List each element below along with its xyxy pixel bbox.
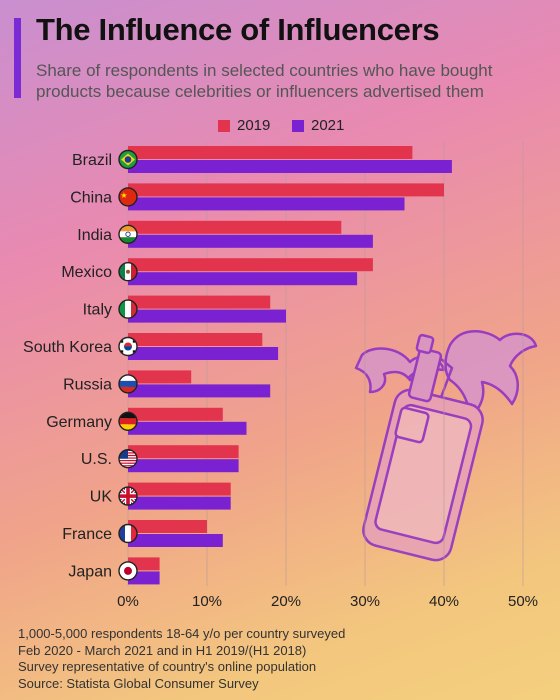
category-label: India: [77, 227, 112, 244]
bar-2021: [128, 272, 358, 286]
phone-screen: [374, 403, 473, 545]
category-label: U.S.: [81, 451, 112, 468]
bar-2019: [128, 295, 271, 309]
bar-2021: [128, 197, 405, 211]
phone-palm-illustration: [354, 330, 538, 562]
us-flag-icon: [118, 449, 138, 469]
mexico-flag-icon: [118, 262, 138, 282]
page-subtitle: Share of respondents in selected countri…: [36, 61, 493, 101]
legend-swatch-2019: [218, 119, 230, 132]
india-flag-icon: [118, 224, 138, 245]
uk-flag-icon: [118, 486, 138, 506]
x-tick-label: 30%: [350, 593, 380, 610]
bar-2019: [128, 445, 239, 459]
x-tick-label: 40%: [429, 593, 459, 610]
category-label: Japan: [68, 563, 112, 580]
product-bottle: [407, 347, 443, 403]
footnote: 1,000-5,000 respondents 18-64 y/o per co…: [18, 626, 538, 692]
footnote-line: 1,000-5,000 respondents 18-64 y/o per co…: [18, 626, 346, 641]
legend-item-2021: 2021: [292, 117, 344, 134]
bar-2021: [128, 309, 286, 323]
bar-2021: [128, 160, 452, 173]
japan-flag-icon: [118, 561, 138, 581]
germany-flag-icon: [118, 411, 138, 431]
svg-text:★: ★: [120, 191, 127, 200]
bar-2019: [128, 407, 223, 421]
x-tick-label: 20%: [271, 593, 301, 610]
bar-2019: [128, 258, 373, 272]
bar-2019: [128, 333, 263, 346]
bar-2021: [128, 534, 223, 547]
bar-2019: [128, 183, 444, 197]
footnote-line: Source: Statista Global Consumer Survey: [18, 675, 259, 691]
brazil-flag-icon: [118, 149, 138, 170]
bar-2019: [128, 370, 192, 384]
category-label: Italy: [83, 302, 112, 319]
chart-legend: 2019 2021: [0, 117, 560, 137]
category-label: Germany: [46, 414, 112, 431]
bottle-cap: [415, 333, 435, 355]
category-label: Mexico: [61, 264, 112, 281]
category-label: France: [62, 526, 112, 543]
bar-2021: [128, 496, 231, 510]
bar-2021: [128, 384, 271, 398]
category-label: South Korea: [23, 339, 112, 356]
legend-label-2021: 2021: [311, 117, 345, 134]
x-tick-label: 0%: [117, 593, 139, 610]
china-flag-icon: ★: [118, 187, 138, 207]
bar-2019: [128, 520, 207, 533]
bar-2021: [128, 347, 279, 360]
category-label: China: [70, 189, 112, 206]
category-label: Russia: [63, 376, 112, 393]
france-flag-icon: [118, 523, 138, 544]
bar-2019: [128, 146, 413, 159]
legend-swatch-2021: [292, 119, 304, 132]
title-accent-bar: [14, 18, 21, 98]
bar-2019: [128, 220, 342, 234]
legend-label-2019: 2019: [237, 117, 271, 134]
bar-2021: [128, 234, 373, 248]
footnote-line: Survey representative of country's onlin…: [18, 659, 317, 674]
bar-2021: [128, 459, 239, 473]
category-label: UK: [90, 489, 113, 506]
category-label: Brazil: [72, 152, 112, 169]
russia-flag-icon: [118, 374, 138, 394]
bar-2021: [128, 421, 247, 435]
legend-item-2019: 2019: [218, 117, 270, 134]
bar-2019: [128, 482, 231, 496]
phone-tag: [394, 406, 430, 444]
page-title: The Influence of Influencers: [36, 12, 440, 47]
south-korea-flag-icon: [118, 336, 138, 357]
palm-leaves-right: [444, 330, 538, 418]
italy-flag-icon: [118, 299, 138, 319]
x-tick-label: 10%: [192, 593, 222, 610]
footnote-line: Feb 2020 - March 2021 and in H1 2019/(H1…: [18, 642, 307, 658]
x-tick-label: 50%: [508, 593, 538, 610]
